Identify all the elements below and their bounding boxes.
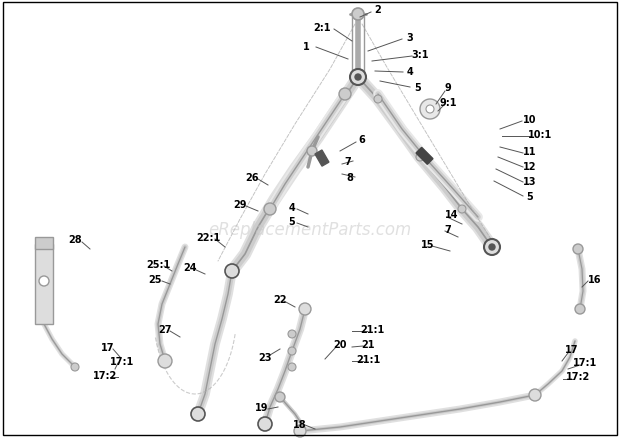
Circle shape <box>264 204 276 215</box>
Circle shape <box>339 89 351 101</box>
Text: 11: 11 <box>523 147 537 157</box>
Bar <box>35 244 53 324</box>
Text: 25:1: 25:1 <box>146 259 170 269</box>
Circle shape <box>529 389 541 401</box>
Text: 17:2: 17:2 <box>566 371 590 381</box>
Text: 17: 17 <box>565 344 578 354</box>
Circle shape <box>288 330 296 338</box>
Text: 17:2: 17:2 <box>93 370 117 380</box>
Text: 5: 5 <box>526 191 533 201</box>
Text: 1: 1 <box>303 42 309 52</box>
Text: 22: 22 <box>273 294 286 304</box>
Text: 2: 2 <box>374 5 381 15</box>
Circle shape <box>484 240 500 255</box>
Bar <box>416 148 433 165</box>
Text: 10:1: 10:1 <box>528 130 552 140</box>
Text: 9: 9 <box>445 83 451 93</box>
Text: 3:1: 3:1 <box>411 50 429 60</box>
Text: 21:1: 21:1 <box>356 354 380 364</box>
Circle shape <box>575 304 585 314</box>
Circle shape <box>426 106 434 114</box>
Text: 6: 6 <box>358 135 365 145</box>
Circle shape <box>71 363 79 371</box>
Circle shape <box>299 303 311 315</box>
Circle shape <box>258 417 272 431</box>
Circle shape <box>489 244 495 251</box>
Text: 23: 23 <box>259 352 272 362</box>
Text: 15: 15 <box>421 240 435 249</box>
Circle shape <box>420 100 440 120</box>
Text: 27: 27 <box>158 324 172 334</box>
Text: 4: 4 <box>289 202 295 212</box>
Text: 3: 3 <box>407 33 414 43</box>
Text: eReplacementParts.com: eReplacementParts.com <box>208 220 412 238</box>
Circle shape <box>374 96 382 104</box>
Text: 17:1: 17:1 <box>573 357 597 367</box>
Text: 25: 25 <box>148 274 162 284</box>
Circle shape <box>294 425 306 437</box>
Circle shape <box>350 70 366 86</box>
Text: 9:1: 9:1 <box>439 98 457 108</box>
Text: 16: 16 <box>588 274 602 284</box>
Text: 18: 18 <box>293 419 307 429</box>
Text: 24: 24 <box>184 262 197 272</box>
Text: 28: 28 <box>68 234 82 244</box>
Circle shape <box>191 407 205 421</box>
Circle shape <box>225 265 239 279</box>
Circle shape <box>158 354 172 368</box>
Text: 19: 19 <box>255 402 268 412</box>
Bar <box>315 151 329 167</box>
Text: 21:1: 21:1 <box>360 324 384 334</box>
Circle shape <box>416 154 424 162</box>
Bar <box>35 237 53 249</box>
Circle shape <box>275 392 285 402</box>
Text: 20: 20 <box>334 339 347 349</box>
Text: 13: 13 <box>523 177 537 187</box>
Circle shape <box>39 276 49 286</box>
Text: 12: 12 <box>523 162 537 172</box>
Text: 7: 7 <box>345 157 352 166</box>
Text: 22:1: 22:1 <box>196 233 220 243</box>
Text: 17:1: 17:1 <box>110 356 134 366</box>
Text: 14: 14 <box>445 209 459 219</box>
Text: 21: 21 <box>361 339 374 349</box>
Circle shape <box>458 205 466 213</box>
Text: 17: 17 <box>101 342 115 352</box>
Text: 26: 26 <box>246 173 259 183</box>
Circle shape <box>352 9 364 21</box>
Circle shape <box>288 347 296 355</box>
Circle shape <box>573 244 583 254</box>
Text: 8: 8 <box>347 173 353 183</box>
Text: 29: 29 <box>233 200 247 209</box>
Circle shape <box>307 147 317 157</box>
Text: 2:1: 2:1 <box>313 23 330 33</box>
Circle shape <box>355 75 361 81</box>
Text: 5: 5 <box>289 216 295 226</box>
Text: 10: 10 <box>523 115 537 125</box>
Text: 5: 5 <box>415 83 422 93</box>
Circle shape <box>288 363 296 371</box>
Text: 4: 4 <box>407 67 414 77</box>
Text: 7: 7 <box>445 225 451 234</box>
